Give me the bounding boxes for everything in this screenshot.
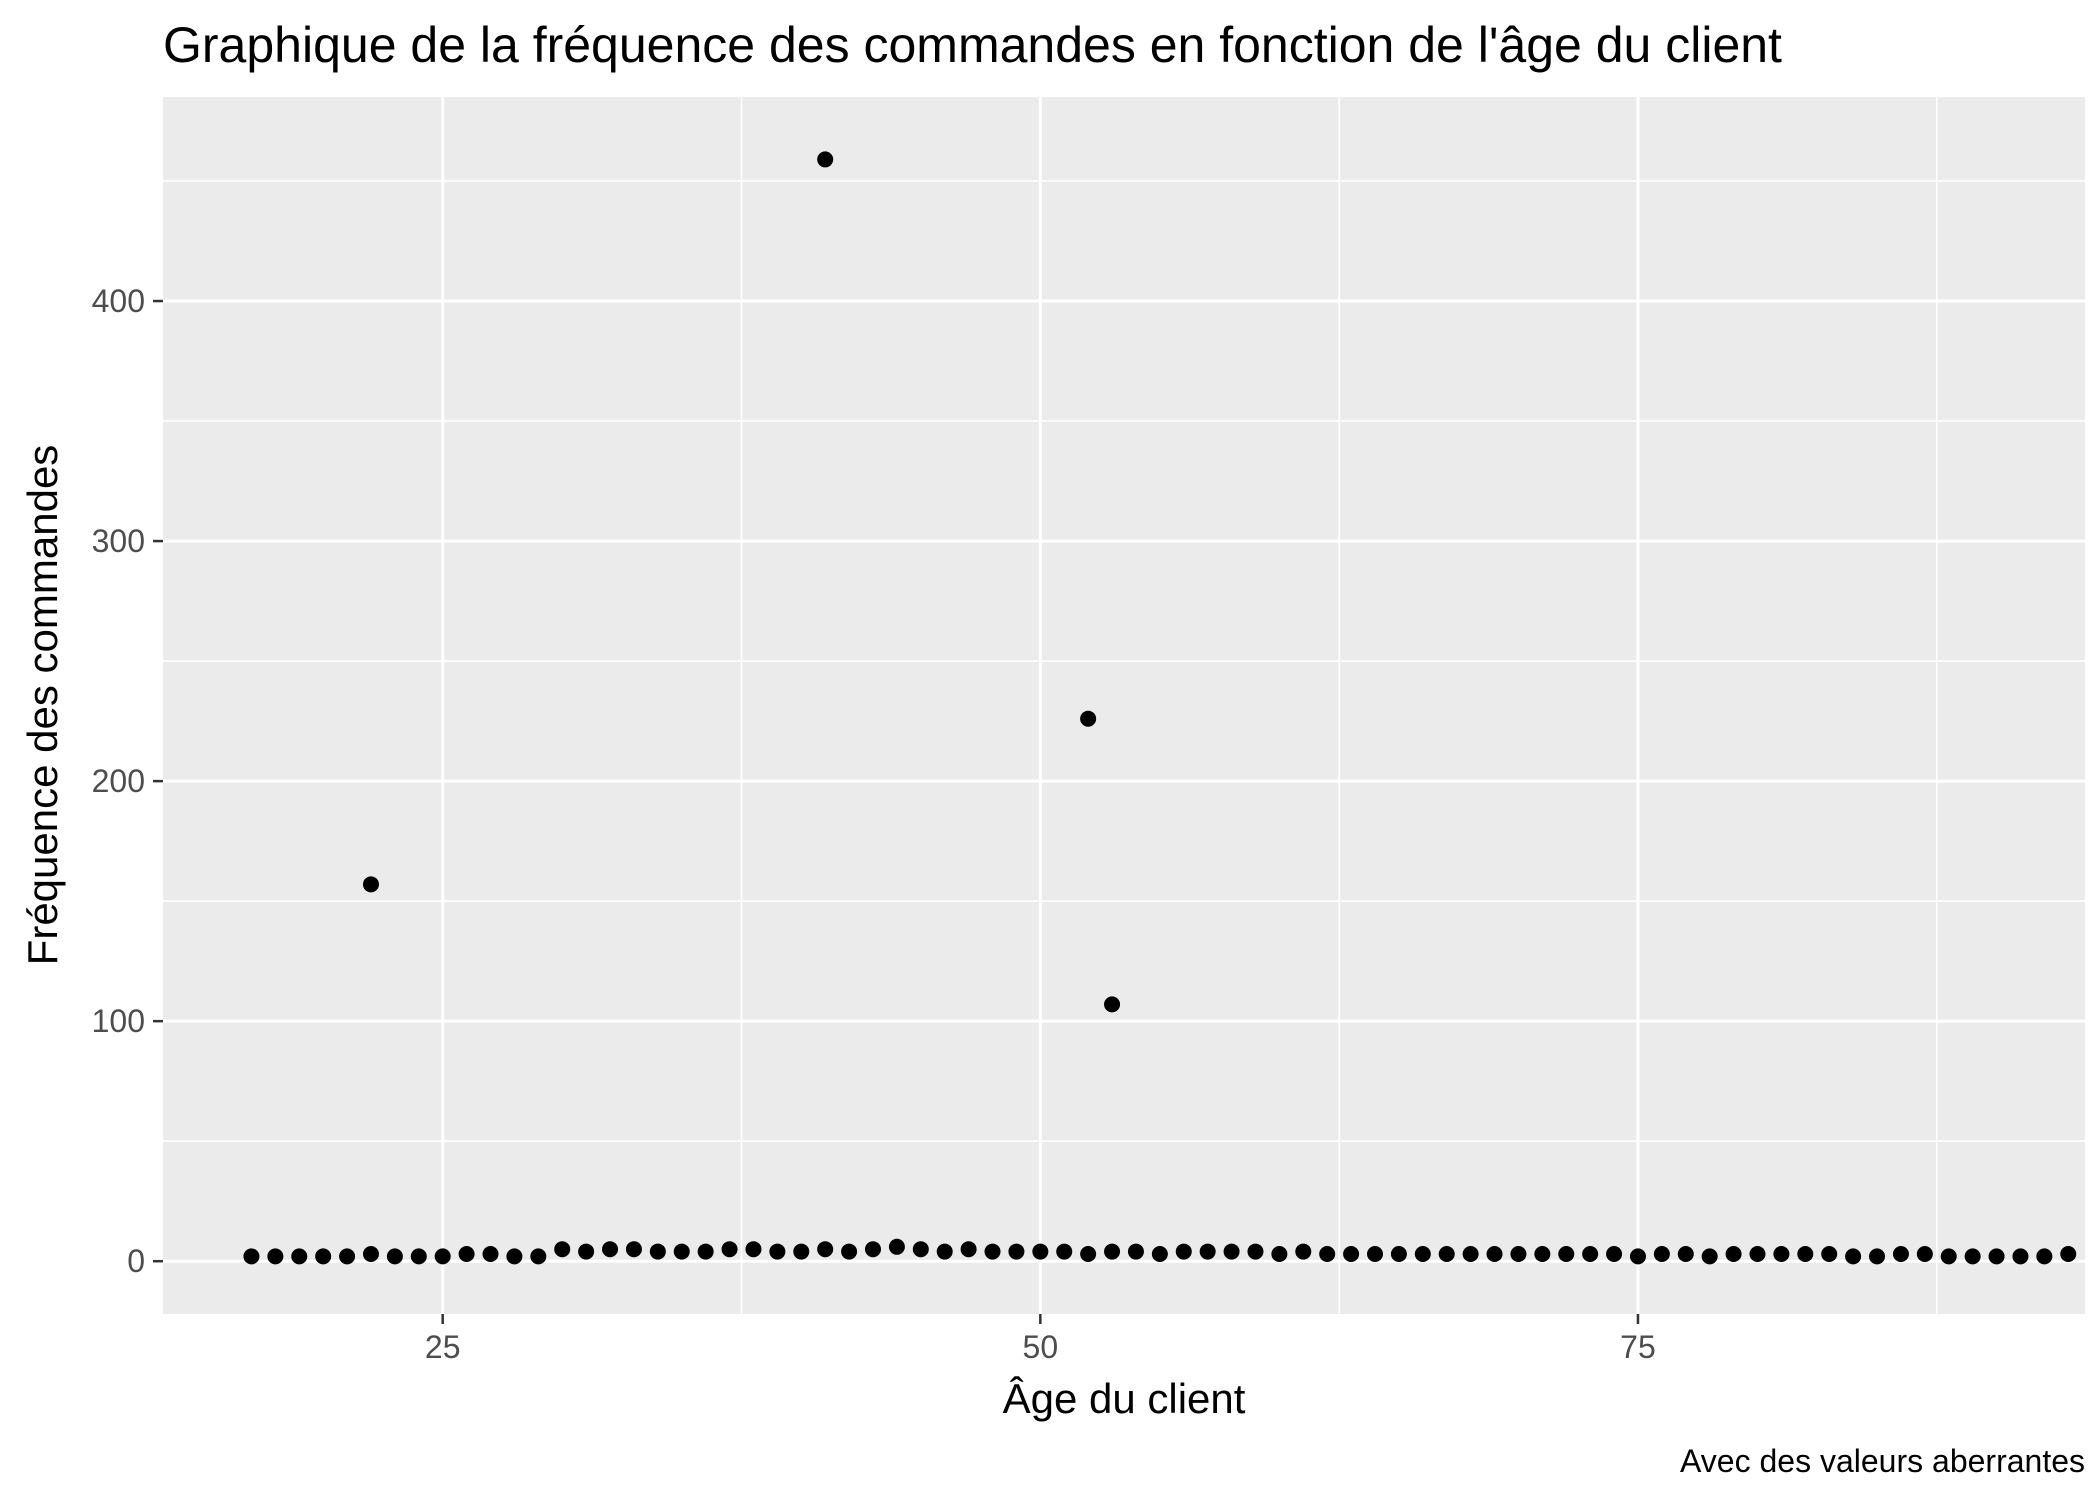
data-point — [1892, 1245, 1909, 1262]
data-point — [1056, 1243, 1073, 1260]
data-point — [1988, 1248, 2005, 1265]
y-axis: 0 100 200 300 400 — [92, 283, 163, 1279]
data-point — [1343, 1245, 1360, 1262]
data-point — [1104, 1243, 1121, 1260]
data-point — [1606, 1245, 1623, 1262]
x-axis-title: Âge du client — [1003, 1375, 1246, 1422]
x-tick-label: 25 — [425, 1329, 461, 1365]
data-point — [1701, 1248, 1718, 1265]
data-point — [1104, 996, 1121, 1013]
data-point — [602, 1241, 619, 1258]
data-point — [1940, 1248, 1957, 1265]
data-point — [649, 1243, 666, 1260]
data-point — [554, 1241, 571, 1258]
y-axis-title: Fréquence des commandes — [19, 445, 66, 966]
x-tick-label: 50 — [1023, 1329, 1059, 1365]
data-point — [1080, 710, 1097, 727]
data-point — [386, 1248, 403, 1265]
data-point — [362, 876, 379, 893]
data-point — [1845, 1248, 1862, 1265]
data-point — [769, 1243, 786, 1260]
data-point — [912, 1241, 929, 1258]
data-point — [1749, 1245, 1766, 1262]
data-point — [1271, 1245, 1288, 1262]
data-point — [410, 1248, 427, 1265]
data-point — [458, 1245, 475, 1262]
data-point — [1462, 1245, 1479, 1262]
data-point — [1390, 1245, 1407, 1262]
data-point — [1653, 1245, 1670, 1262]
data-point — [434, 1248, 451, 1265]
data-point — [936, 1243, 953, 1260]
data-point — [1151, 1245, 1168, 1262]
y-tick-label: 100 — [92, 1003, 145, 1039]
data-point — [1199, 1243, 1216, 1260]
data-point — [984, 1243, 1001, 1260]
y-tick-label: 400 — [92, 283, 145, 319]
data-point — [482, 1245, 499, 1262]
data-point — [1773, 1245, 1790, 1262]
data-point — [864, 1241, 881, 1258]
data-point — [1080, 1245, 1097, 1262]
data-point — [1008, 1243, 1025, 1260]
data-point — [2036, 1248, 2053, 1265]
data-point — [673, 1243, 690, 1260]
data-point — [362, 1245, 379, 1262]
data-point — [578, 1243, 595, 1260]
y-tick-label: 200 — [92, 763, 145, 799]
data-points — [243, 151, 2077, 1265]
data-point — [1032, 1243, 1049, 1260]
data-point — [817, 151, 834, 168]
data-point — [1964, 1248, 1981, 1265]
y-tick-label: 0 — [127, 1243, 145, 1279]
data-point — [697, 1243, 714, 1260]
data-point — [841, 1243, 858, 1260]
data-point — [315, 1248, 332, 1265]
data-point — [339, 1248, 356, 1265]
chart-title: Graphique de la fréquence des commandes … — [163, 17, 1782, 73]
data-point — [1319, 1245, 1336, 1262]
data-point — [817, 1241, 834, 1258]
data-point — [243, 1248, 260, 1265]
data-point — [1629, 1248, 1646, 1265]
data-point — [1414, 1245, 1431, 1262]
data-point — [721, 1241, 738, 1258]
data-point — [506, 1248, 523, 1265]
data-point — [793, 1243, 810, 1260]
data-point — [1438, 1245, 1455, 1262]
data-point — [1677, 1245, 1694, 1262]
data-point — [1295, 1243, 1312, 1260]
data-point — [1916, 1245, 1933, 1262]
data-point — [1510, 1245, 1527, 1262]
data-point — [1725, 1245, 1742, 1262]
data-point — [1367, 1245, 1384, 1262]
data-point — [2060, 1245, 2077, 1262]
data-point — [1175, 1243, 1192, 1260]
grid-major — [163, 97, 2085, 1314]
data-point — [1127, 1243, 1144, 1260]
data-point — [1821, 1245, 1838, 1262]
y-tick-label: 300 — [92, 523, 145, 559]
data-point — [1558, 1245, 1575, 1262]
data-point — [1797, 1245, 1814, 1262]
x-tick-label: 75 — [1620, 1329, 1656, 1365]
data-point — [291, 1248, 308, 1265]
data-point — [1534, 1245, 1551, 1262]
data-point — [625, 1241, 642, 1258]
data-point — [1869, 1248, 1886, 1265]
data-point — [960, 1241, 977, 1258]
data-point — [2012, 1248, 2029, 1265]
data-point — [888, 1238, 905, 1255]
data-point — [530, 1248, 547, 1265]
plot-panel — [163, 97, 2085, 1314]
data-point — [1486, 1245, 1503, 1262]
data-point — [267, 1248, 284, 1265]
chart-caption: Avec des valeurs aberrantes — [1680, 1443, 2085, 1479]
data-point — [1582, 1245, 1599, 1262]
x-axis: 25 50 75 — [425, 1314, 1656, 1365]
data-point — [1223, 1243, 1240, 1260]
data-point — [1247, 1243, 1264, 1260]
data-point — [745, 1241, 762, 1258]
